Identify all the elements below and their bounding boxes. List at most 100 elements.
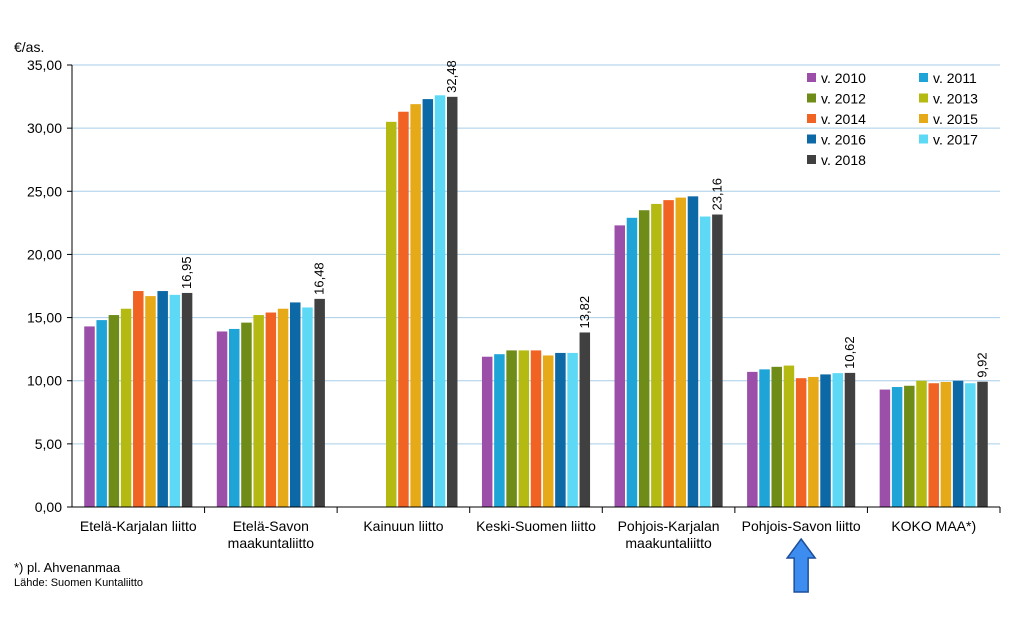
legend-swatch xyxy=(807,155,816,164)
x-tick-label: KOKO MAA*) xyxy=(891,518,976,534)
legend-label: v. 2017 xyxy=(933,132,978,148)
bar xyxy=(712,214,723,508)
bar xyxy=(687,196,699,507)
legend-swatch xyxy=(919,114,928,123)
legend-label: v. 2014 xyxy=(821,111,866,127)
bar xyxy=(614,225,626,507)
bar xyxy=(290,302,301,507)
legend-swatch xyxy=(807,134,816,144)
bar xyxy=(216,331,228,507)
y-tick-label: 25,00 xyxy=(27,183,62,199)
bar xyxy=(229,328,240,507)
bar xyxy=(481,356,493,507)
bar xyxy=(398,111,409,508)
bar xyxy=(133,291,144,507)
legend-swatch xyxy=(919,73,928,82)
bar xyxy=(759,369,770,507)
bar xyxy=(832,373,843,507)
y-tick-label: 20,00 xyxy=(27,246,62,262)
bar xyxy=(145,296,156,507)
bar xyxy=(638,210,650,507)
bar xyxy=(302,307,313,507)
legend-label: v. 2016 xyxy=(821,132,866,148)
data-labels: 16,95 16,48 32,48 13,82 23,16 10,62 9,92 xyxy=(179,60,989,377)
bar xyxy=(820,374,831,507)
legend-swatch xyxy=(807,73,816,82)
y-tick-label: 0,00 xyxy=(35,499,62,515)
data-label: 16,95 xyxy=(179,256,194,289)
x-tick-label: Etelä-Karjalan liitto xyxy=(80,518,197,534)
bar xyxy=(808,376,819,507)
data-label: 23,16 xyxy=(709,178,724,211)
bar xyxy=(181,292,193,507)
legend-label: v. 2012 xyxy=(821,91,866,107)
legend-label: v. 2010 xyxy=(821,70,866,86)
bar xyxy=(422,99,434,508)
up-arrow-icon xyxy=(785,537,817,593)
y-tick-label: 35,00 xyxy=(27,57,62,73)
bar xyxy=(795,378,807,507)
bar xyxy=(579,332,591,507)
bar xyxy=(904,385,915,507)
x-tick-label: maakuntaliitto xyxy=(625,535,712,551)
x-tick-label: Kainuun liitto xyxy=(363,518,443,534)
x-tick-label: Pohjois-Karjalan xyxy=(618,518,720,534)
legend-label: v. 2018 xyxy=(821,152,866,168)
bar xyxy=(879,389,891,507)
legend-swatch xyxy=(919,93,928,103)
legend-label: v. 2011 xyxy=(933,70,977,86)
bar xyxy=(265,312,277,507)
y-axis-label: €/as. xyxy=(14,39,44,55)
data-label: 10,62 xyxy=(842,336,857,369)
bar xyxy=(120,308,132,507)
bar xyxy=(518,350,530,507)
x-tick-label: Keski-Suomen liitto xyxy=(476,518,596,534)
bar xyxy=(241,322,252,507)
bar xyxy=(651,203,662,507)
y-tick-label: 15,00 xyxy=(27,310,62,326)
legend-swatch xyxy=(807,93,816,103)
data-label: 13,82 xyxy=(577,296,592,329)
data-label: 32,48 xyxy=(444,60,459,93)
bar xyxy=(542,355,554,507)
bar xyxy=(96,320,107,507)
bar xyxy=(977,381,988,507)
bar xyxy=(494,354,505,507)
bar xyxy=(314,298,325,507)
bar xyxy=(506,350,517,507)
source-note: Lähde: Suomen Kuntaliitto xyxy=(14,577,144,589)
y-tick-label: 10,00 xyxy=(27,373,62,389)
data-label: 9,92 xyxy=(975,352,990,377)
bar xyxy=(699,216,711,508)
footnote: *) pl. Ahvenanmaa xyxy=(14,560,121,575)
bars xyxy=(84,95,988,508)
x-tick-label: Pohjois-Savon liitto xyxy=(742,518,861,534)
bar xyxy=(169,294,181,507)
up-arrow-shape xyxy=(785,537,817,593)
bar xyxy=(663,200,674,507)
y-tick-label: 5,00 xyxy=(35,436,62,452)
axes xyxy=(71,65,1001,513)
bar xyxy=(555,352,566,507)
data-label: 16,48 xyxy=(312,262,327,295)
legend-swatch xyxy=(807,114,816,123)
bar xyxy=(253,315,264,507)
bar xyxy=(530,350,542,507)
bar xyxy=(747,371,758,507)
bar xyxy=(928,383,939,507)
bar xyxy=(844,372,856,507)
y-axis-ticks: 0,00 5,00 10,00 15,00 20,00 25,00 30,00 35,00 xyxy=(27,57,72,515)
bar xyxy=(965,383,976,507)
legend: v. 2010 v. 2011 v. 2012 v. 2013 v. 2014 v. 20… xyxy=(807,70,978,168)
bar xyxy=(783,365,795,507)
bar xyxy=(108,315,120,507)
bar xyxy=(916,380,927,507)
bar xyxy=(385,121,397,507)
x-tick-label: Etelä-Savon xyxy=(233,518,309,534)
bar xyxy=(157,291,168,507)
bar xyxy=(952,380,964,507)
bar xyxy=(891,387,903,507)
legend-swatch xyxy=(919,134,928,144)
bar xyxy=(84,326,95,507)
